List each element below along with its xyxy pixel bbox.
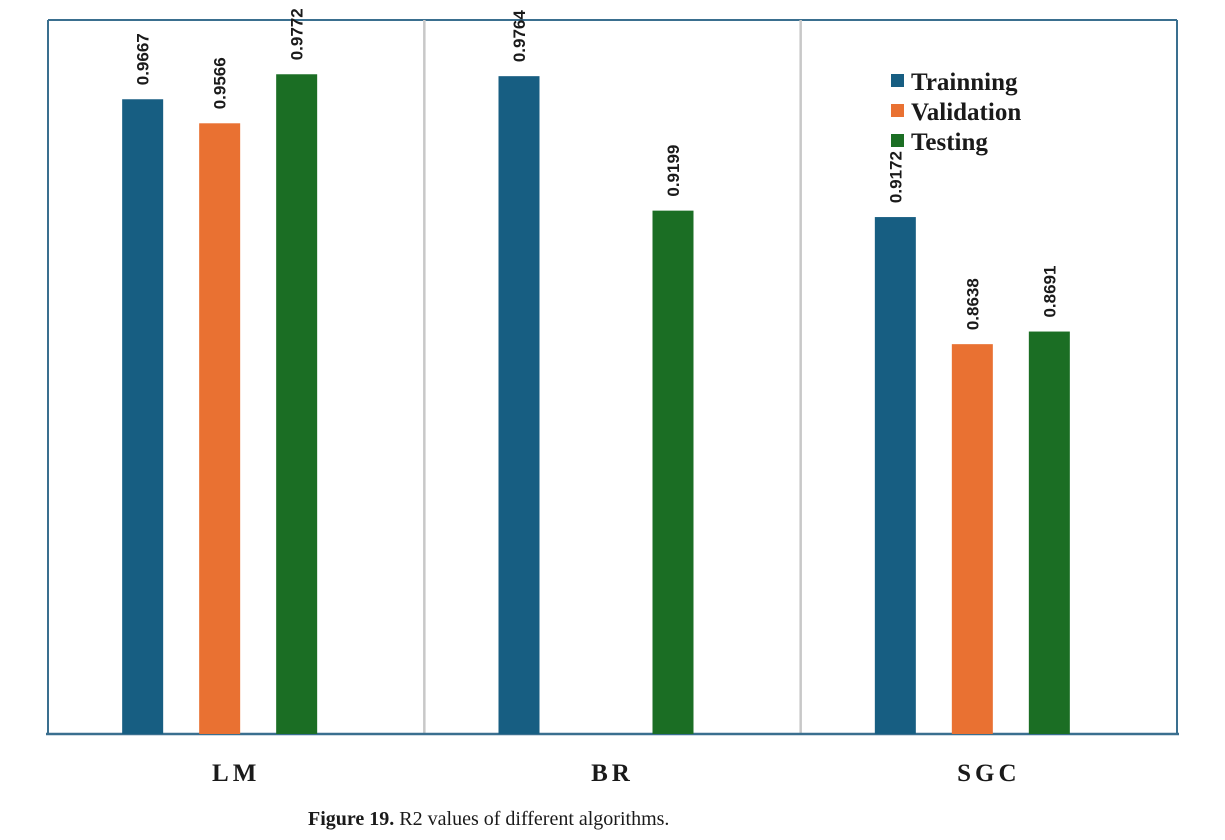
- bar-sgc-testing: [1028, 331, 1070, 734]
- legend-label-testing: Testing: [911, 129, 988, 156]
- legend-label-validation: Validation: [911, 99, 1021, 126]
- legend-swatch-trainning: [891, 74, 904, 87]
- category-label-br: BR: [591, 760, 634, 787]
- figure-caption: Figure 19. R2 values of different algori…: [308, 808, 669, 831]
- data-label-br-testing: 0.9199: [664, 145, 683, 197]
- bar-sgc-trainning: [874, 217, 916, 735]
- data-label-lm-validation: 0.9566: [211, 57, 230, 109]
- data-label-lm-trainning: 0.9667: [134, 33, 153, 85]
- legend-swatch-testing: [891, 134, 904, 147]
- caption-text: R2 values of different algorithms.: [394, 808, 670, 830]
- bar-lm-trainning: [122, 99, 164, 734]
- category-label-sgc: SGC: [957, 760, 1020, 787]
- category-label-lm: LM: [212, 760, 260, 787]
- bar-lm-testing: [276, 74, 318, 735]
- data-label-lm-testing: 0.9772: [288, 8, 307, 60]
- bar-sgc-validation: [951, 344, 993, 734]
- bar-br-testing: [652, 210, 694, 734]
- caption-label: Figure 19.: [308, 808, 395, 830]
- data-label-sgc-validation: 0.8638: [963, 278, 982, 330]
- bar-br-trainning: [498, 76, 540, 735]
- legend-swatch-validation: [891, 104, 904, 117]
- bar-lm-validation: [199, 123, 241, 735]
- data-labels: 0.9667 0.9566 0.9772 0.9764 0.9199 0.9172 0.86…: [134, 8, 1060, 330]
- legend-label-trainning: Trainning: [911, 69, 1018, 96]
- data-label-br-trainning: 0.9764: [510, 10, 529, 63]
- data-label-sgc-trainning: 0.9172: [886, 151, 905, 203]
- category-axis: LM BR SGC: [212, 760, 1020, 787]
- legend: Trainning Validation Testing: [891, 69, 1021, 156]
- data-label-sgc-testing: 0.8691: [1040, 266, 1059, 318]
- bars: [122, 74, 1070, 735]
